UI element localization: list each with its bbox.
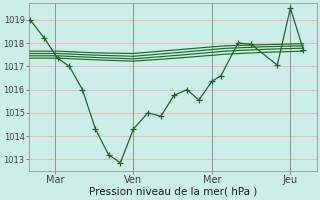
X-axis label: Pression niveau de la mer( hPa ): Pression niveau de la mer( hPa ) [89, 187, 257, 197]
